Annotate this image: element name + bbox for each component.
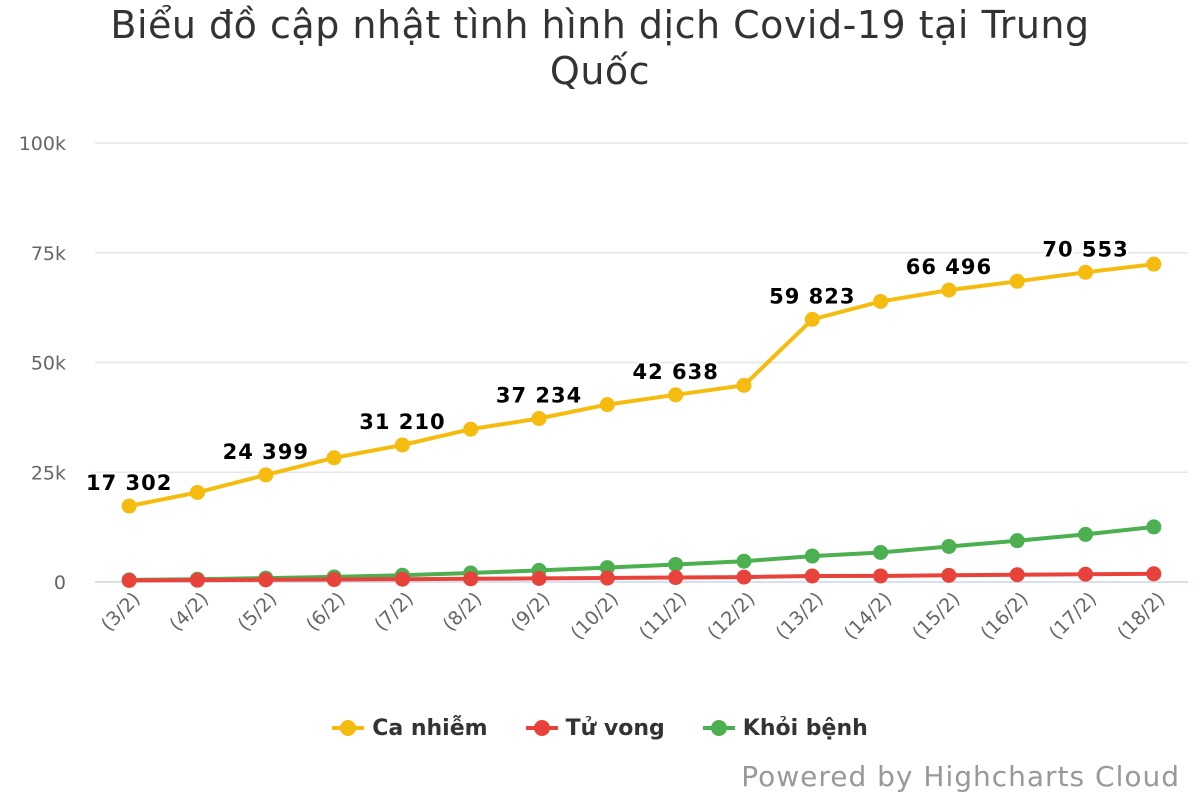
legend-dot bbox=[340, 720, 357, 736]
series-line bbox=[129, 524, 1155, 582]
data-label: 17 302 bbox=[86, 471, 172, 495]
y-axis: 0 25k 50k 75k 100k bbox=[19, 133, 66, 594]
y-tick-label: 0 bbox=[54, 572, 66, 594]
data-label: 31 210 bbox=[359, 410, 445, 434]
data-point[interactable] bbox=[599, 560, 615, 576]
data-point[interactable] bbox=[599, 397, 615, 413]
data-labels: 17 302 24 399 31 210 37 234 42 638 59 823 66 4… bbox=[84, 235, 1130, 497]
x-tick-label: (14/2) bbox=[840, 588, 896, 644]
x-tick-label: (4/2) bbox=[165, 588, 213, 636]
legend-symbol-icon bbox=[525, 718, 558, 738]
data-point[interactable] bbox=[326, 572, 342, 588]
y-tick-label: 50k bbox=[31, 353, 66, 375]
data-point[interactable] bbox=[258, 572, 274, 588]
data-point[interactable] bbox=[326, 450, 342, 466]
legend-item-khoi-benh[interactable]: Khỏi bệnh bbox=[702, 715, 868, 741]
data-point[interactable] bbox=[668, 556, 684, 572]
legend-label: Tử vong bbox=[565, 715, 665, 741]
x-tick-label: (17/2) bbox=[1045, 588, 1101, 644]
data-label: 70 553 bbox=[1042, 237, 1128, 261]
data-point[interactable] bbox=[1146, 519, 1162, 535]
data-point[interactable] bbox=[736, 553, 752, 569]
data-point[interactable] bbox=[394, 571, 410, 587]
data-point[interactable] bbox=[736, 377, 752, 393]
data-point[interactable] bbox=[941, 282, 957, 298]
data-label: 42 638 bbox=[632, 360, 718, 384]
legend-symbol-icon bbox=[702, 718, 735, 738]
data-point[interactable] bbox=[531, 570, 547, 586]
data-point[interactable] bbox=[121, 498, 137, 514]
data-point[interactable] bbox=[1078, 566, 1094, 582]
data-point[interactable] bbox=[394, 437, 410, 453]
data-point[interactable] bbox=[804, 311, 820, 327]
data-point[interactable] bbox=[189, 484, 205, 500]
x-tick-label: (3/2) bbox=[97, 588, 145, 636]
data-point[interactable] bbox=[463, 421, 479, 437]
legend-dot bbox=[533, 720, 550, 736]
x-tick-label: (6/2) bbox=[302, 588, 350, 636]
data-point[interactable] bbox=[121, 572, 137, 588]
legend-label: Ca nhiễm bbox=[372, 715, 488, 741]
data-point[interactable] bbox=[599, 570, 615, 586]
data-point[interactable] bbox=[189, 572, 205, 588]
series-line bbox=[128, 262, 1155, 508]
data-point[interactable] bbox=[736, 569, 752, 585]
credits-link[interactable]: Powered by Highcharts Cloud bbox=[741, 760, 1180, 793]
x-tick-label: (9/2) bbox=[507, 588, 555, 636]
legend: Ca nhiễm Tử vong Khỏi bệnh bbox=[0, 708, 1200, 748]
legend-item-ca-nhiem[interactable]: Ca nhiễm bbox=[332, 715, 488, 741]
x-tick-label: (15/2) bbox=[908, 588, 964, 644]
data-label: 59 823 bbox=[769, 284, 855, 308]
series bbox=[121, 256, 1162, 588]
data-point[interactable] bbox=[463, 571, 479, 587]
x-tick-label: (18/2) bbox=[1113, 588, 1169, 644]
data-point[interactable] bbox=[258, 467, 274, 483]
chart-title: Biểu đồ cập nhật tình hình dịch Covid-19… bbox=[110, 3, 1090, 93]
y-tick-label: 100k bbox=[19, 133, 66, 155]
data-point[interactable] bbox=[1009, 533, 1025, 549]
legend-symbol-icon bbox=[332, 718, 365, 738]
legend-item-tu-vong[interactable]: Tử vong bbox=[525, 715, 665, 741]
x-tick-label: (11/2) bbox=[635, 588, 691, 644]
x-tick-label: (10/2) bbox=[567, 588, 623, 644]
data-point[interactable] bbox=[1078, 264, 1094, 280]
data-point[interactable] bbox=[804, 548, 820, 564]
data-point[interactable] bbox=[1009, 567, 1025, 583]
data-point[interactable] bbox=[941, 538, 957, 554]
data-point[interactable] bbox=[1078, 526, 1094, 542]
y-tick-label: 25k bbox=[31, 462, 66, 484]
x-axis: (3/2) (4/2) (5/2) (6/2) (7/2) (8/2) (9/2) (10/2… bbox=[97, 588, 1169, 644]
series-line bbox=[129, 571, 1154, 583]
x-tick-label: (13/2) bbox=[772, 588, 828, 644]
data-point[interactable] bbox=[941, 567, 957, 583]
x-tick-label: (8/2) bbox=[439, 588, 487, 636]
data-point[interactable] bbox=[873, 293, 889, 309]
x-tick-label: (16/2) bbox=[977, 588, 1033, 644]
grid-lines bbox=[95, 142, 1188, 583]
data-point[interactable] bbox=[531, 411, 547, 427]
data-label: 37 234 bbox=[496, 384, 582, 408]
data-label: 24 399 bbox=[223, 440, 309, 464]
x-tick-label: (7/2) bbox=[370, 588, 418, 636]
x-tick-label: (5/2) bbox=[234, 588, 282, 636]
y-tick-label: 75k bbox=[31, 243, 66, 265]
legend-label: Khỏi bệnh bbox=[742, 715, 868, 741]
data-point[interactable] bbox=[1146, 256, 1162, 272]
data-point[interactable] bbox=[1009, 273, 1025, 289]
data-point[interactable] bbox=[1146, 566, 1162, 582]
series-ca-nhiễm bbox=[121, 256, 1162, 514]
data-point[interactable] bbox=[873, 568, 889, 584]
data-point[interactable] bbox=[804, 568, 820, 584]
x-tick-label: (12/2) bbox=[703, 588, 759, 644]
data-point[interactable] bbox=[668, 570, 684, 586]
series-tử-vong bbox=[121, 566, 1162, 588]
data-point[interactable] bbox=[873, 544, 889, 560]
legend-dot bbox=[710, 720, 727, 736]
data-label: 66 496 bbox=[906, 255, 992, 279]
data-point[interactable] bbox=[668, 387, 684, 403]
